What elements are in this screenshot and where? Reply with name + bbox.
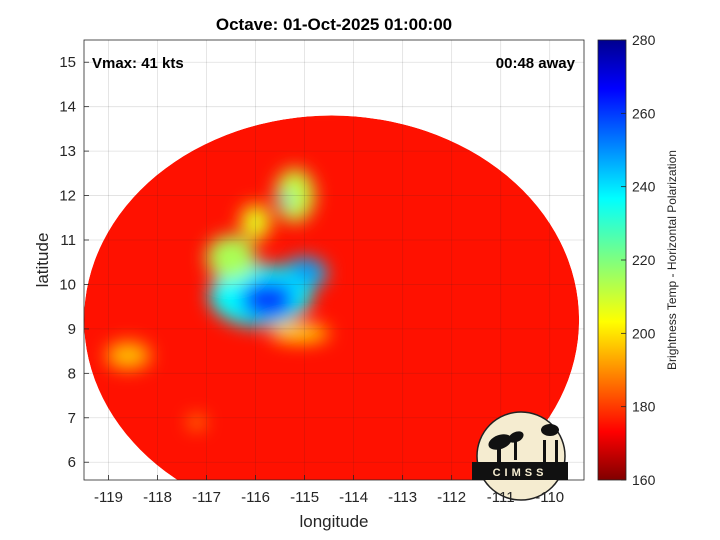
x-tick-label: -112 <box>437 489 466 506</box>
convection-feature <box>270 324 330 343</box>
x-tick-label: -110 <box>535 489 564 506</box>
colorbar-label: Brightness Temp - Horizontal Polarizatio… <box>665 150 679 370</box>
colorbar-tick-label: 180 <box>632 399 656 415</box>
y-tick-label: 11 <box>60 232 76 249</box>
colorbar-tick-label: 240 <box>632 179 656 195</box>
away-annotation: 00:48 away <box>496 55 576 72</box>
x-tick-labels: -119 -118 -117 -116 -115 -114 -113 -112 -111 -110 <box>94 489 564 506</box>
y-tick-label: 6 <box>68 454 76 471</box>
convection-feature <box>297 264 317 278</box>
cimss-logo-text: CIMSS <box>493 467 548 479</box>
x-tick-label: -113 <box>388 489 417 506</box>
x-tick-label: -111 <box>487 489 515 506</box>
convection-feature <box>279 193 291 207</box>
y-tick-label: 14 <box>59 99 76 116</box>
x-axis-label: longitude <box>299 512 368 531</box>
x-tick-label: -114 <box>339 489 368 506</box>
y-tick-label: 7 <box>68 410 76 427</box>
y-tick-label: 15 <box>59 54 76 71</box>
colorbar-tick-label: 280 <box>632 32 656 48</box>
y-tick-label: 9 <box>68 321 76 338</box>
y-tick-label: 8 <box>68 365 76 382</box>
colorbar-tick-label: 160 <box>632 472 656 488</box>
x-tick-label: -118 <box>143 489 172 506</box>
y-tick-label: 10 <box>59 276 76 293</box>
x-tick-label: -117 <box>192 489 221 506</box>
x-tick-label: -119 <box>94 489 123 506</box>
convection-feature <box>106 342 151 369</box>
y-axis-label: latitude <box>33 233 52 288</box>
y-tick-label: 12 <box>59 188 76 205</box>
plot-frame <box>83 39 585 481</box>
cimss-logo: CIMSS <box>472 411 568 501</box>
convection-feature <box>240 280 295 320</box>
chart-title: Octave: 01-Oct-2025 01:00:00 <box>216 15 452 34</box>
swath-background <box>84 115 580 480</box>
vmax-annotation: Vmax: 41 kts <box>92 55 184 72</box>
convection-feature <box>206 235 256 280</box>
plot-area: Vmax: 41 kts 00:48 away CIMSS <box>83 39 585 501</box>
colorbar-tick-label: 260 <box>632 105 656 121</box>
colorbar-tick-label: 220 <box>632 252 656 268</box>
colorbar: 160 180 200 220 240 260 280 Brightness Temp - … <box>597 32 679 488</box>
grid-lines <box>84 40 584 480</box>
colorbar-tick-label: 200 <box>632 325 656 341</box>
convection-feature <box>189 416 205 428</box>
y-tick-label: 13 <box>59 143 76 160</box>
y-tick-labels: 6 7 8 9 10 11 12 13 14 15 <box>59 54 76 471</box>
x-tick-label: -115 <box>290 489 319 506</box>
convection-feature <box>240 204 271 241</box>
tick-marks <box>84 61 551 480</box>
swath-image <box>84 115 580 480</box>
convection-feature <box>275 168 315 223</box>
x-tick-label: -116 <box>241 489 270 506</box>
